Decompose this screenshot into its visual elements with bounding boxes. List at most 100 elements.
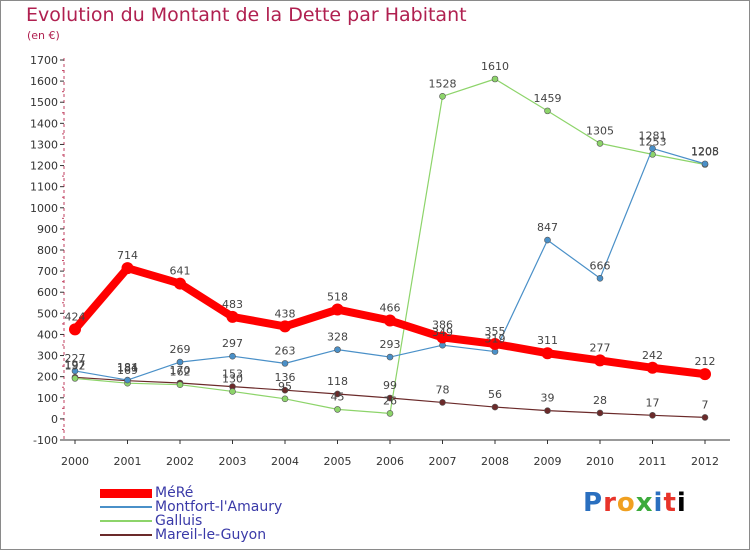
y-tick-label: 1700 bbox=[30, 54, 58, 67]
data-label: 1459 bbox=[534, 92, 562, 105]
legend-label-mere: MéRé bbox=[155, 485, 194, 501]
data-label: 355 bbox=[485, 325, 506, 338]
data-label: 1208 bbox=[691, 145, 719, 158]
data-label: 181 bbox=[117, 362, 138, 375]
data-label: 45 bbox=[331, 390, 345, 403]
y-tick-label: 1200 bbox=[30, 160, 58, 173]
x-tick-label: 2001 bbox=[114, 455, 142, 468]
data-label: 78 bbox=[436, 383, 450, 396]
data-label: 162 bbox=[170, 366, 191, 379]
data-label: 424 bbox=[65, 310, 86, 323]
data-point bbox=[544, 236, 551, 244]
data-label: 7 bbox=[702, 398, 709, 411]
data-label: 666 bbox=[590, 259, 611, 272]
data-point bbox=[331, 303, 344, 316]
data-point bbox=[544, 107, 551, 115]
x-tick-label: 2012 bbox=[691, 455, 719, 468]
y-tick-label: 500 bbox=[37, 307, 58, 320]
legend-label-galluis: Galluis bbox=[155, 513, 203, 529]
data-point bbox=[491, 403, 499, 411]
data-label: 1253 bbox=[639, 135, 667, 148]
data-point bbox=[386, 410, 394, 417]
x-tick-label: 2011 bbox=[639, 455, 667, 468]
chart-axes: -100 0 100 200 300 400 500 600 700 800 900 1000 1100… bbox=[30, 54, 730, 468]
y-tick-label: 1400 bbox=[30, 117, 58, 130]
legend-swatch-montfort bbox=[100, 506, 152, 508]
chart-subtitle: (en €) bbox=[27, 29, 60, 42]
data-label: 170 bbox=[170, 364, 191, 377]
legend-label-montfort: Montfort-l'Amaury bbox=[155, 499, 283, 515]
logo-letter: x bbox=[635, 488, 654, 518]
x-tick-label: 2005 bbox=[324, 455, 352, 468]
data-point bbox=[226, 310, 239, 323]
data-point bbox=[701, 160, 709, 168]
logo-letter: o bbox=[616, 488, 636, 518]
y-tick-label: 300 bbox=[37, 350, 58, 363]
data-label: 641 bbox=[170, 265, 191, 278]
data-label: 1281 bbox=[639, 129, 667, 142]
data-label: 1305 bbox=[586, 124, 614, 137]
x-tick-label: 2003 bbox=[219, 455, 247, 468]
x-tick-label: 2004 bbox=[271, 455, 299, 468]
data-point bbox=[649, 411, 656, 419]
data-label: 242 bbox=[642, 349, 663, 362]
data-point bbox=[384, 314, 396, 327]
x-tick-label: 2000 bbox=[61, 455, 89, 468]
data-label: 227 bbox=[65, 352, 86, 365]
data-point bbox=[436, 331, 449, 344]
proxiti-logo: Proxiti bbox=[583, 488, 687, 518]
data-point bbox=[121, 262, 134, 275]
x-tick-label: 2010 bbox=[586, 455, 614, 468]
data-label: 28 bbox=[593, 394, 607, 407]
data-label: 26 bbox=[383, 394, 397, 407]
data-point bbox=[596, 140, 604, 147]
data-point bbox=[439, 399, 446, 406]
y-tick-label: 600 bbox=[37, 286, 58, 299]
data-point bbox=[334, 346, 341, 353]
logo-letter: r bbox=[603, 488, 617, 518]
data-label: 136 bbox=[275, 371, 296, 384]
y-tick-label: 1300 bbox=[30, 138, 58, 151]
data-label: 130 bbox=[222, 372, 243, 385]
data-label: 269 bbox=[170, 343, 191, 356]
logo-letter: i bbox=[653, 488, 664, 518]
data-point bbox=[176, 358, 184, 366]
data-label: 293 bbox=[380, 338, 401, 351]
data-point bbox=[439, 93, 446, 100]
data-point bbox=[594, 354, 606, 367]
logo-letter: t bbox=[663, 488, 677, 518]
data-label: 95 bbox=[278, 380, 292, 393]
data-point bbox=[596, 409, 604, 417]
data-label: 714 bbox=[117, 249, 138, 262]
data-label: 39 bbox=[541, 392, 555, 405]
legend-swatch-mere bbox=[100, 489, 152, 498]
data-point bbox=[279, 320, 291, 333]
y-tick-label: 1000 bbox=[30, 202, 58, 215]
data-point bbox=[281, 360, 289, 367]
chart-title: Evolution du Montant de la Dette par Hab… bbox=[26, 4, 467, 26]
y-tick-label: 0 bbox=[51, 413, 58, 426]
data-label: 169 bbox=[117, 364, 138, 377]
data-label: 319 bbox=[485, 333, 506, 346]
data-label: 466 bbox=[380, 302, 401, 315]
x-tick-label: 2007 bbox=[429, 455, 457, 468]
y-tick-label: 100 bbox=[37, 392, 58, 405]
data-point bbox=[334, 390, 341, 398]
data-point bbox=[176, 381, 184, 388]
data-label: 192 bbox=[65, 359, 86, 372]
y-tick-label: -100 bbox=[33, 434, 58, 447]
data-labels: 424 714 641 483 438 518 466 386 355 311 277 242 212 2… bbox=[65, 60, 720, 411]
x-tick-label: 2002 bbox=[166, 455, 194, 468]
data-point bbox=[649, 145, 656, 152]
legend-label-mareil: Mareil-le-Guyon bbox=[155, 527, 267, 543]
data-label: 386 bbox=[432, 318, 453, 331]
data-label: 438 bbox=[275, 307, 296, 320]
chart-series bbox=[69, 75, 711, 421]
data-label: 17 bbox=[646, 396, 660, 409]
data-label: 328 bbox=[327, 331, 348, 344]
data-label: 1528 bbox=[429, 77, 457, 90]
y-tick-label: 700 bbox=[37, 265, 58, 278]
data-point bbox=[701, 414, 709, 421]
y-tick-label: 1600 bbox=[30, 75, 58, 88]
